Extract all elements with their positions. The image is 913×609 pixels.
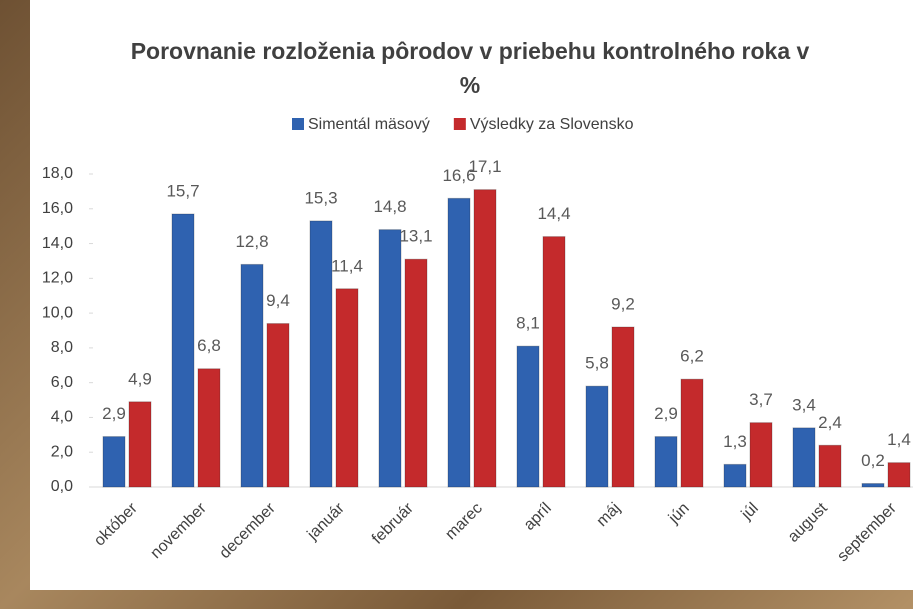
x-tick-label: november [147,499,210,562]
bar [655,437,677,487]
legend-swatch [292,118,304,130]
y-tick-label: 8,0 [51,339,73,356]
y-tick-label: 6,0 [51,374,73,391]
value-label: 9,2 [611,295,635,314]
legend-label: Výsledky za Slovensko [470,116,634,133]
bar [336,289,358,487]
value-label: 5,8 [585,354,609,373]
value-label: 1,3 [723,432,747,451]
x-tick-label: február [369,499,417,547]
x-tick-label: jún [665,500,693,528]
value-label: 12,8 [235,232,268,251]
bar [793,428,815,487]
bar [448,198,470,487]
value-label: 6,2 [680,347,704,366]
bar [405,259,427,487]
legend-swatch [454,118,466,130]
bar [862,484,884,487]
x-tick-label: október [91,499,141,549]
value-label: 6,8 [197,336,221,355]
value-label: 3,7 [749,390,773,409]
value-label: 15,3 [304,188,337,207]
y-tick-label: 2,0 [51,443,73,460]
bar [586,386,608,487]
bar [724,464,746,487]
bar [172,214,194,487]
x-tick-label: september [834,499,900,565]
y-tick-label: 10,0 [42,304,73,321]
chart: 0,0 2,0 4,0 6,0 8,0 10,0 12,0 14,0 16,0 18,0 Simen… [0,0,913,609]
value-label: 15,7 [166,181,199,200]
x-tick-label: júl [738,500,762,524]
bar [681,379,703,487]
bar [612,327,634,487]
bar [888,463,910,487]
bar [543,237,565,487]
bar [819,445,841,487]
bar [750,423,772,487]
bar [198,369,220,487]
value-label: 2,9 [654,404,678,423]
x-tick-label: apríl [521,500,555,534]
x-tick-label: január [304,499,349,544]
value-label: 1,4 [887,430,911,449]
x-tick-label: máj [594,500,624,530]
value-label: 14,8 [373,197,406,216]
value-label: 9,4 [266,291,290,310]
y-tick-label: 4,0 [51,409,73,426]
bar [241,264,263,487]
x-tick-label: marec [442,500,485,543]
value-label: 2,9 [102,404,126,423]
bar [474,190,496,487]
bar [129,402,151,487]
value-label: 14,4 [537,204,570,223]
x-tick-label: december [216,499,279,562]
y-tick-label: 14,0 [42,235,73,252]
value-label: 0,2 [861,451,885,470]
legend-label: Simentál mäsový [308,116,430,133]
value-label: 2,4 [818,413,842,432]
value-label: 13,1 [399,227,432,246]
y-tick-label: 12,0 [42,270,73,287]
value-label: 4,9 [128,369,152,388]
value-label: 11,4 [331,256,363,275]
x-tick-label: august [785,499,831,545]
value-label: 17,1 [468,157,501,176]
bar [103,437,125,487]
bar [267,324,289,487]
page: {"chart_data": {"type": "bar", "title": … [0,0,913,609]
value-label: 3,4 [792,395,816,414]
y-tick-label: 16,0 [42,200,73,217]
value-label: 8,1 [516,314,540,333]
y-tick-label: 18,0 [42,165,73,182]
y-tick-label: 0,0 [51,478,73,495]
bar [379,230,401,487]
bar [517,346,539,487]
bar [310,221,332,487]
